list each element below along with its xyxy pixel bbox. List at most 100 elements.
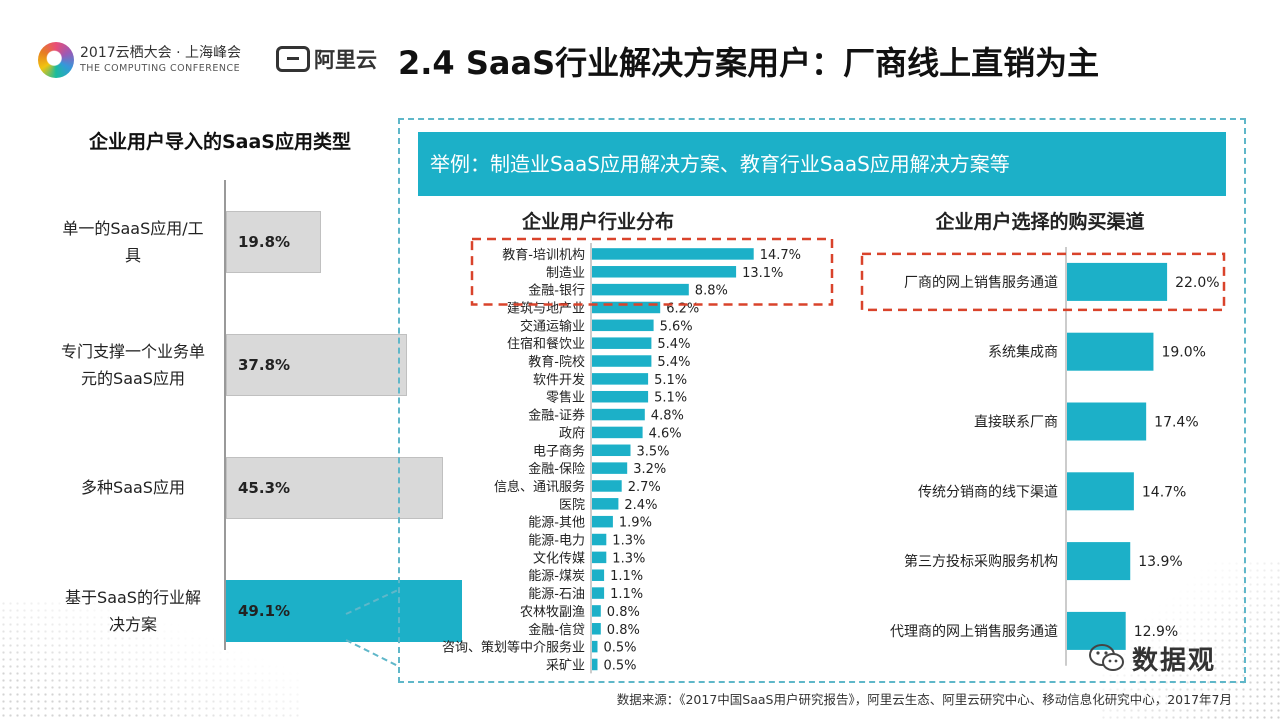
left-bar-value-label: 37.8% [238, 355, 291, 374]
industry-bar [592, 623, 601, 635]
industry-category-label: 农林牧副渔 [520, 605, 585, 620]
industry-bar [592, 462, 628, 474]
industry-category-label: 住宿和餐饮业 [507, 336, 585, 352]
industry-category-label: 能源-石油 [528, 587, 585, 602]
channel-highlight-box [860, 252, 1226, 312]
channel-bar [1067, 402, 1147, 441]
aliyun-brand-text: 阿里云 [314, 48, 377, 72]
page-title: 2.4 SaaS行业解决方案用户：厂商线上直销为主 [398, 44, 1100, 82]
wechat-watermark: 数据观 [1088, 640, 1216, 676]
channel-value-label: 14.7% [1142, 484, 1186, 500]
industry-value-label: 2.4% [624, 498, 657, 513]
industry-category-label: 能源-煤炭 [528, 569, 585, 584]
example-banner: 举例：制造业SaaS应用解决方案、教育行业SaaS应用解决方案等 [418, 132, 1226, 196]
industry-value-label: 1.1% [610, 587, 643, 602]
industry-category-label: 医院 [559, 498, 585, 513]
left-bar-value-label: 45.3% [238, 478, 291, 497]
channel-category-label: 代理商的网上销售服务通道 [890, 624, 1058, 640]
data-source-note: 数据来源：《2017中国SaaS用户研究报告》，阿里云生态、阿里云研究中心、移动… [616, 692, 1232, 707]
left-category-label: 基于SaaS的行业解 决方案 [65, 587, 201, 634]
industry-category-label: 金融-证券 [528, 408, 585, 424]
industry-value-label: 0.5% [604, 641, 637, 656]
industry-chart-title: 企业用户行业分布 [521, 211, 674, 233]
conference-logo-icon [38, 42, 74, 78]
wechat-account-name: 数据观 [1132, 645, 1217, 676]
industry-value-label: 2.7% [628, 480, 661, 495]
left-bar [226, 456, 444, 519]
industry-bar [592, 408, 645, 421]
channel-bar [1067, 542, 1131, 581]
left-category-label: 单一的SaaS应用/工 具 [62, 218, 204, 265]
detail-panel [398, 118, 1246, 683]
industry-value-label: 5.6% [660, 319, 693, 334]
industry-bar [592, 551, 607, 564]
left-bar-value-label: 49.1% [238, 601, 291, 620]
industry-bar [592, 605, 601, 617]
channel-value-label: 12.9% [1134, 624, 1178, 640]
industry-category-label: 软件开发 [533, 372, 585, 388]
industry-bar [592, 319, 654, 332]
industry-category-label: 教育-培训机构 [502, 247, 585, 263]
dot-pattern-decoration [1100, 560, 1280, 720]
industry-category-label: 金融-信贷 [528, 622, 585, 638]
channel-category-label: 传统分销商的线下渠道 [918, 484, 1058, 500]
industry-value-label: 5.1% [654, 373, 687, 388]
channel-category-label: 系统集成商 [988, 344, 1058, 361]
industry-category-label: 政府 [559, 426, 585, 441]
industry-category-label: 能源-其他 [528, 516, 585, 531]
industry-value-label: 5.1% [654, 391, 687, 406]
industry-value-label: 6.2% [666, 301, 699, 316]
channel-bar [1067, 332, 1154, 371]
channel-category-label: 直接联系厂商 [974, 414, 1058, 431]
industry-value-label: 4.6% [649, 426, 682, 441]
industry-value-label: 1.3% [612, 534, 645, 549]
industry-category-label: 金融-保险 [528, 461, 585, 477]
industry-bar [592, 373, 649, 385]
industry-bar [592, 248, 754, 260]
industry-bar [592, 266, 737, 278]
aliyun-logo: 阿里云 [276, 44, 377, 74]
conference-logo: 2017云栖大会 · 上海峰会 THE COMPUTING CONFERENCE [38, 40, 288, 80]
industry-value-label: 14.7% [760, 248, 801, 263]
industry-bar [592, 587, 605, 599]
industry-category-label: 文化传媒 [533, 551, 585, 566]
industry-bar [592, 390, 649, 403]
industry-value-label: 0.8% [607, 623, 640, 638]
industry-value-label: 5.4% [657, 355, 690, 370]
industry-bar [592, 498, 619, 510]
industry-bar [592, 355, 652, 367]
channel-value-label: 17.4% [1154, 415, 1198, 431]
industry-value-label: 3.5% [637, 444, 670, 459]
industry-value-label: 0.5% [604, 658, 637, 673]
channel-value-label: 22.0% [1175, 275, 1219, 291]
industry-category-label: 教育-院校 [528, 354, 585, 370]
industry-highlight-box [470, 237, 834, 306]
left-bar [226, 579, 462, 642]
channel-bar [1067, 472, 1134, 511]
channel-category-label: 厂商的网上销售服务通道 [904, 275, 1058, 291]
industry-bar [592, 444, 631, 457]
industry-value-label: 1.3% [612, 551, 645, 566]
industry-value-label: 13.1% [742, 266, 783, 281]
industry-value-label: 8.8% [695, 284, 728, 299]
left-bar [226, 210, 322, 273]
conference-name: 2017云栖大会 · 上海峰会 [80, 45, 241, 61]
channel-category-label: 第三方投标采购服务机构 [904, 553, 1058, 570]
industry-bar [592, 640, 598, 653]
industry-bar [592, 480, 622, 492]
industry-category-label: 制造业 [546, 266, 585, 281]
channel-bar [1067, 611, 1126, 650]
left-bar-value-label: 19.8% [238, 232, 291, 251]
industry-bar [592, 533, 607, 546]
left-chart-axis [224, 180, 226, 650]
industry-bar [592, 515, 613, 528]
industry-value-label: 1.1% [610, 569, 643, 584]
industry-value-label: 4.8% [651, 409, 684, 424]
industry-bar [592, 569, 605, 581]
channel-value-label: 19.0% [1161, 345, 1205, 361]
industry-bar [592, 337, 652, 349]
industry-category-label: 电子商务 [533, 443, 585, 459]
channel-value-label: 13.9% [1138, 554, 1182, 570]
